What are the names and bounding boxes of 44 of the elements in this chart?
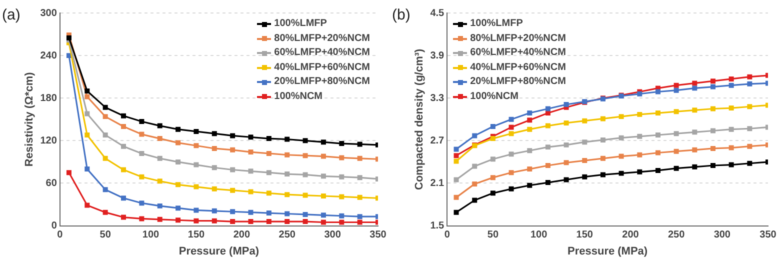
x-tick-label: 150 xyxy=(188,230,205,241)
y-tick-label: 180 xyxy=(40,92,58,104)
y-tick-label: 2.1 xyxy=(430,178,445,189)
y-tick-label: 300 xyxy=(40,8,58,19)
legend-label: 40%LMFP+60%NCM xyxy=(274,60,370,74)
y-tick-label: 0 xyxy=(51,220,58,232)
legend-label: 20%LMFP+80%NCM xyxy=(470,75,566,89)
x-tick-label: 250 xyxy=(668,230,686,241)
x-tick-label: 50 xyxy=(100,230,112,241)
legend-label: 100%NCM xyxy=(470,90,518,104)
legend-label: 60%LMFP+40%NCM xyxy=(470,46,566,60)
y-tick-label: 120 xyxy=(40,135,58,146)
legend-label: 80%LMFP+20%NCM xyxy=(470,32,566,46)
y-tick-label: 3.3 xyxy=(430,92,445,104)
x-tick-label: 50 xyxy=(487,230,499,241)
y-axis-title: Compacted density (g/cm³) xyxy=(414,48,426,190)
legend-label: 40%LMFP+60%NCM xyxy=(470,60,566,74)
y-tick-label: 1.5 xyxy=(430,220,445,232)
chart-title: (b) xyxy=(392,6,410,24)
x-tick-label: 350 xyxy=(760,230,777,241)
x-axis-title: Pressure (MPa) xyxy=(568,245,648,258)
y-tick-label: 3.9 xyxy=(430,50,445,62)
x-tick-label: 150 xyxy=(576,230,594,241)
x-tick-label: 200 xyxy=(622,230,640,241)
legend-label: 80%LMFP+20%NCM xyxy=(274,32,370,46)
x-tick-label: 100 xyxy=(142,230,160,241)
chart-title: (a) xyxy=(2,6,20,24)
legend-label: 100%NCM xyxy=(274,90,322,104)
x-tick-label: 350 xyxy=(370,230,387,241)
x-tick-label: 250 xyxy=(278,230,296,241)
legend-label: 100%LMFP xyxy=(470,17,523,31)
y-tick-label: 2.7 xyxy=(430,135,445,146)
y-axis-title: Resistivity (Ω*cm) xyxy=(24,72,36,167)
y-tick-label: 240 xyxy=(40,50,58,62)
x-tick-label: 300 xyxy=(324,230,342,241)
legend-label: 100%LMFP xyxy=(274,17,327,31)
x-tick-label: 200 xyxy=(233,230,250,241)
legend-label: 20%LMFP+80%NCM xyxy=(274,75,370,89)
x-tick-label: 100 xyxy=(530,230,548,241)
legend-label: 60%LMFP+40%NCM xyxy=(274,46,370,60)
y-tick-label: 60 xyxy=(46,178,58,189)
x-axis-title: Pressure (MPa) xyxy=(178,245,260,258)
x-tick-label: 300 xyxy=(714,230,731,241)
y-tick-label: 4.5 xyxy=(430,8,445,19)
